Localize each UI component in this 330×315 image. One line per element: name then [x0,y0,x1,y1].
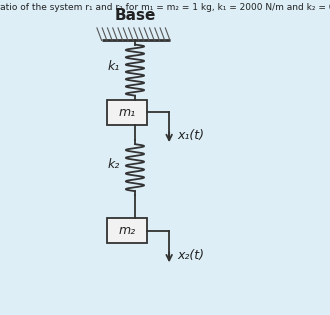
Text: Find the ratio of the system r₁ and r₂ for m₁ = m₂ = 1 kg, k₁ = 2000 N/m and k₂ : Find the ratio of the system r₁ and r₂ f… [0,3,330,12]
Text: k₁: k₁ [107,60,119,73]
Text: m₂: m₂ [118,224,136,238]
Text: k₂: k₂ [107,158,119,171]
Text: x₁(t): x₁(t) [178,129,205,142]
Text: m₁: m₁ [118,106,136,119]
Bar [108,100,147,125]
Text: Base: Base [114,8,156,23]
Text: x₂(t): x₂(t) [178,249,205,262]
Bar [108,218,147,243]
